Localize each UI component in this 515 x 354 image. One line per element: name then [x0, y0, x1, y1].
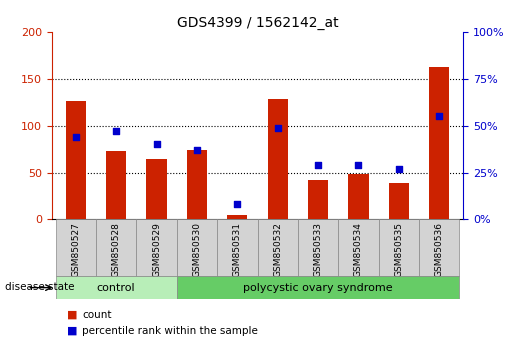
Bar: [187, 150, 207, 219]
Bar: [227, 215, 247, 219]
Bar: [146, 159, 167, 219]
Text: GSM850532: GSM850532: [273, 222, 282, 277]
Text: polycystic ovary syndrome: polycystic ovary syndrome: [243, 282, 393, 293]
Bar: [379, 219, 419, 276]
Bar: [268, 99, 288, 219]
Point: [435, 113, 443, 119]
Text: GSM850533: GSM850533: [314, 222, 322, 277]
Bar: [136, 219, 177, 276]
Point: [112, 129, 120, 134]
Point: [314, 162, 322, 168]
Bar: [65, 101, 86, 219]
Bar: [96, 219, 136, 276]
Bar: [177, 219, 217, 276]
Text: GSM850535: GSM850535: [394, 222, 403, 277]
Text: disease state: disease state: [5, 282, 75, 292]
Text: ■: ■: [67, 310, 77, 320]
Bar: [106, 151, 126, 219]
Bar: [338, 219, 379, 276]
Bar: [258, 219, 298, 276]
Point: [193, 147, 201, 153]
Text: control: control: [97, 282, 135, 293]
Bar: [56, 276, 177, 299]
Text: GSM850531: GSM850531: [233, 222, 242, 277]
Text: GSM850527: GSM850527: [71, 222, 80, 277]
Point: [354, 162, 363, 168]
Bar: [429, 67, 450, 219]
Bar: [177, 276, 459, 299]
Text: ■: ■: [67, 326, 77, 336]
Bar: [217, 219, 258, 276]
Bar: [389, 183, 409, 219]
Point: [72, 134, 80, 140]
Point: [152, 142, 161, 147]
Point: [273, 125, 282, 130]
Bar: [56, 219, 96, 276]
Text: GSM850530: GSM850530: [193, 222, 201, 277]
Bar: [308, 180, 328, 219]
Text: GSM850534: GSM850534: [354, 222, 363, 277]
Bar: [419, 219, 459, 276]
Bar: [348, 175, 369, 219]
Text: GSM850529: GSM850529: [152, 222, 161, 277]
Text: GSM850536: GSM850536: [435, 222, 444, 277]
Text: GSM850528: GSM850528: [112, 222, 121, 277]
Text: GDS4399 / 1562142_at: GDS4399 / 1562142_at: [177, 16, 338, 30]
Point: [233, 202, 242, 207]
Text: count: count: [82, 310, 112, 320]
Point: [395, 166, 403, 172]
Text: percentile rank within the sample: percentile rank within the sample: [82, 326, 259, 336]
Bar: [298, 219, 338, 276]
